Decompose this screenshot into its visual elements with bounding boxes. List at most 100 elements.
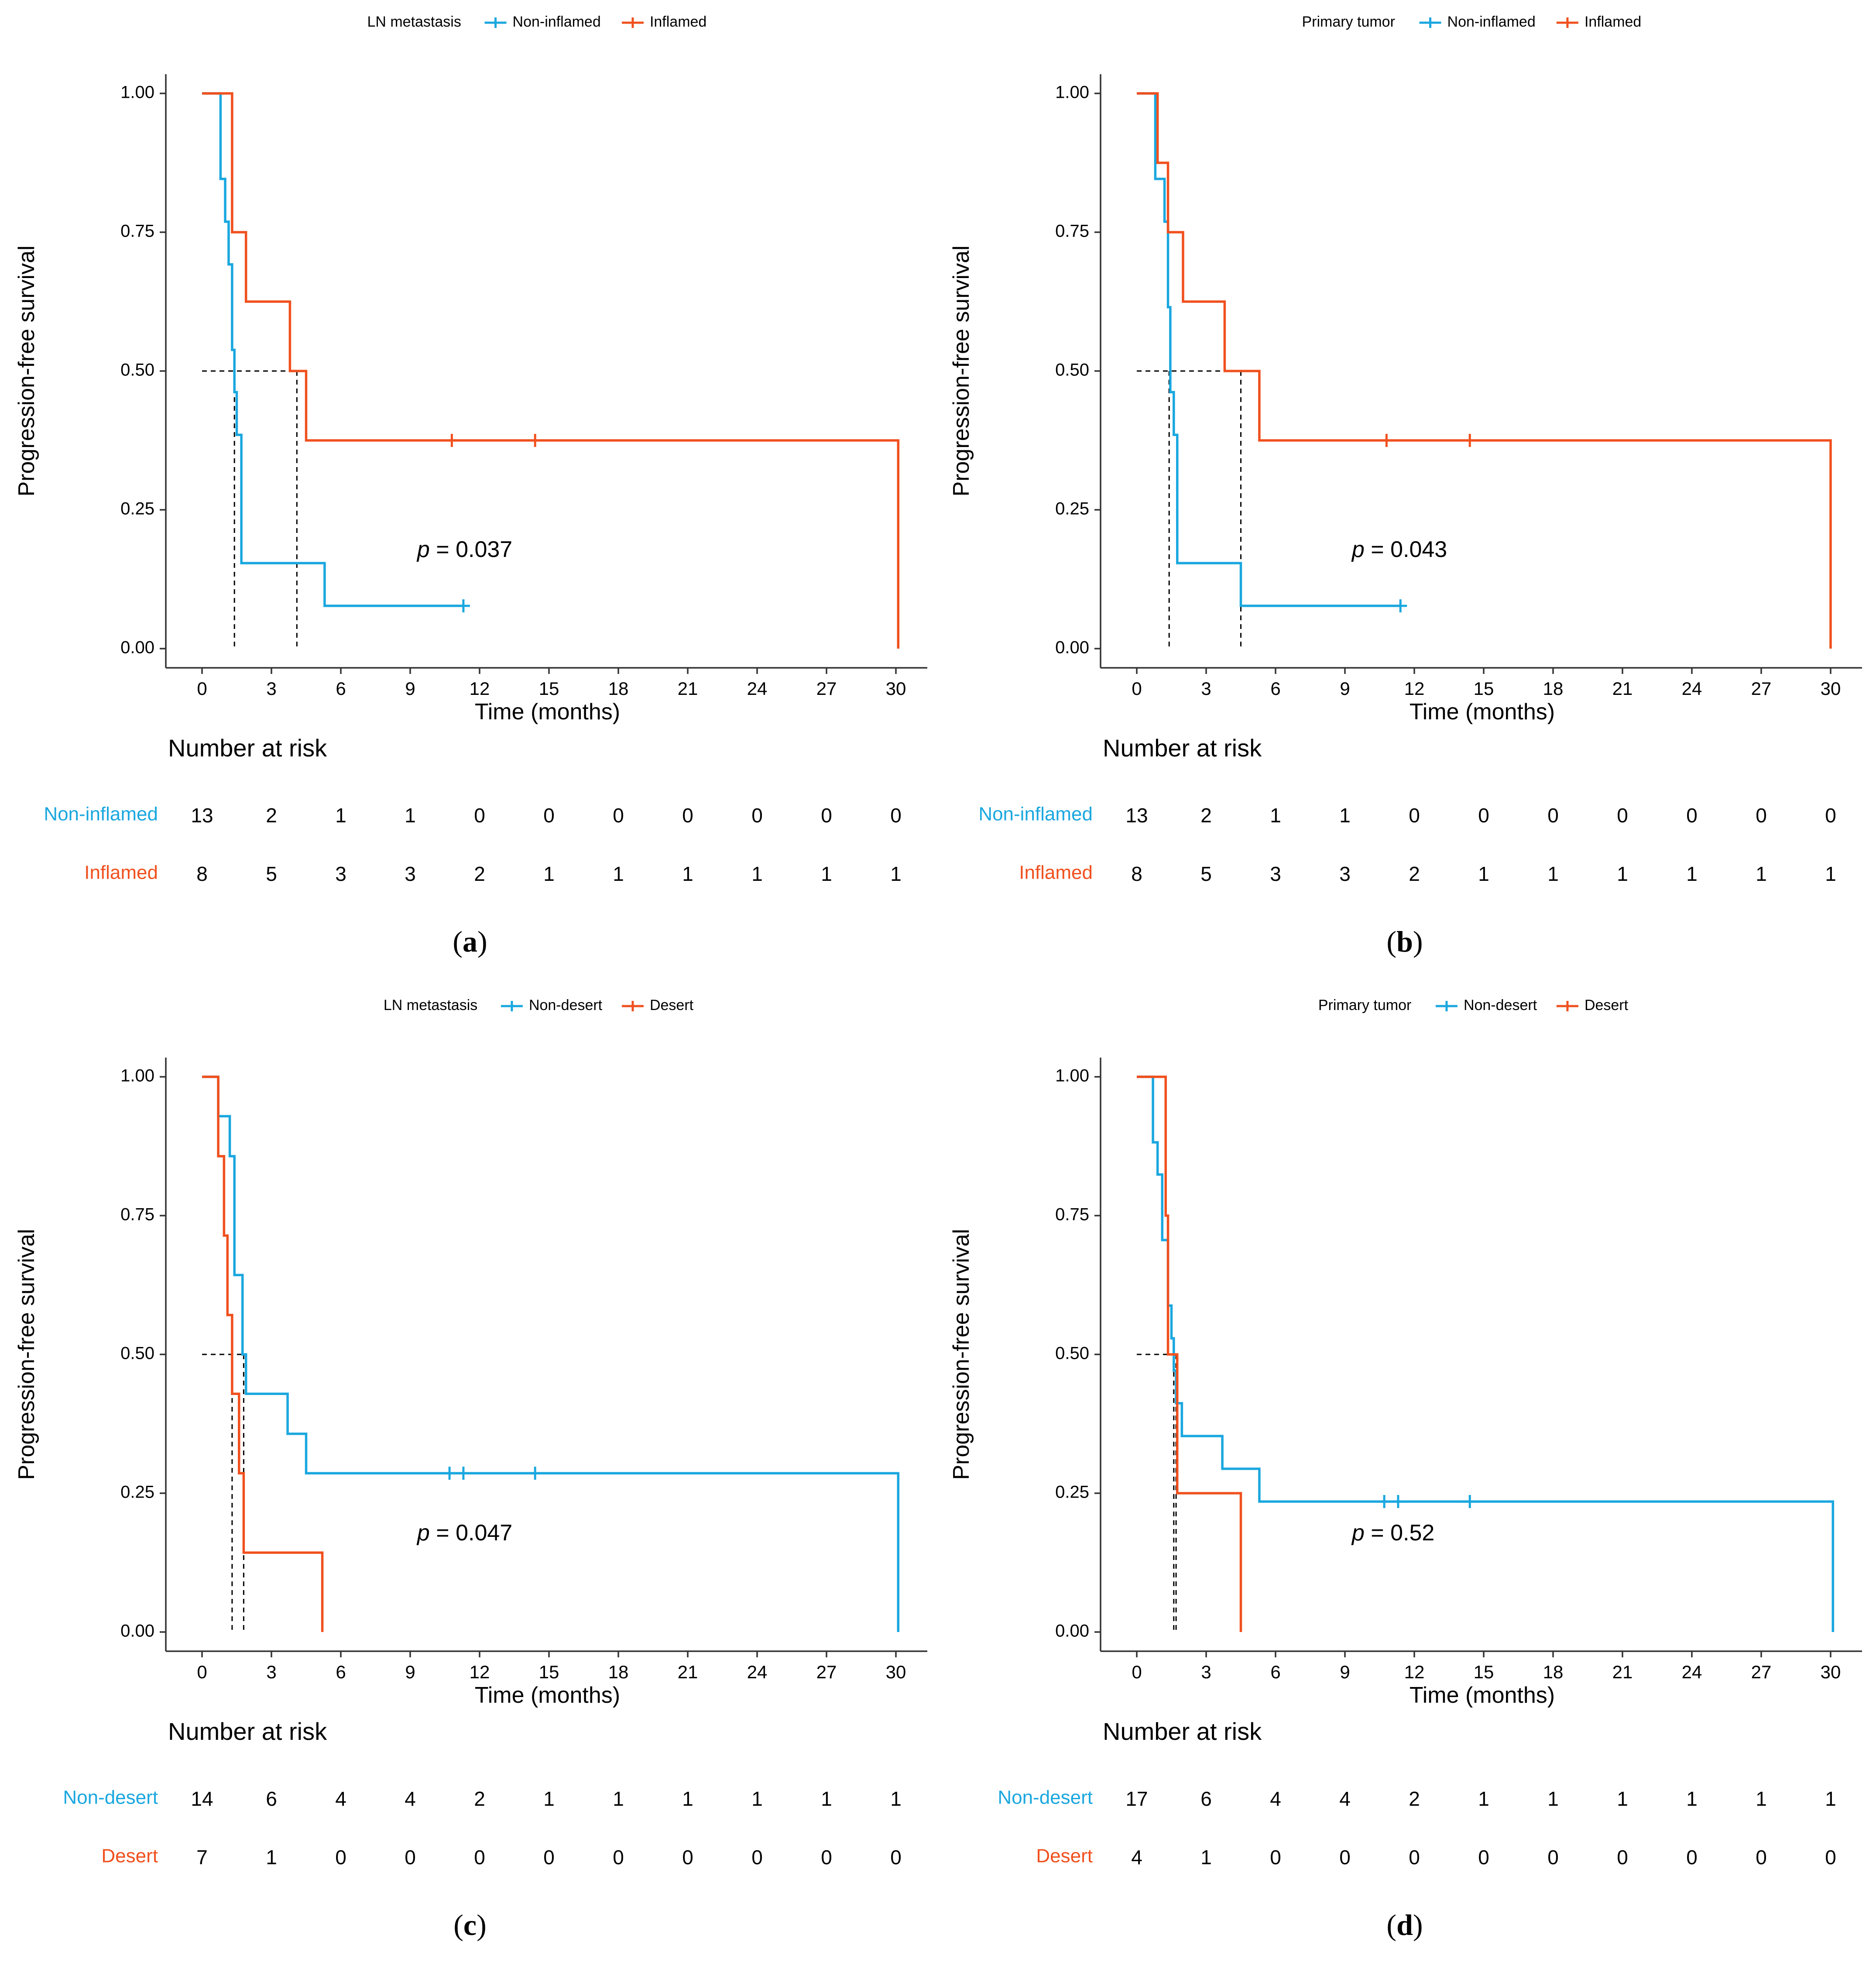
x-tick-label: 3 xyxy=(266,1662,276,1682)
x-tick-label: 27 xyxy=(1751,678,1772,699)
risk-value: 0 xyxy=(474,804,485,827)
risk-value: 1 xyxy=(405,804,416,827)
x-tick-label: 6 xyxy=(336,678,346,699)
panel-b: Primary tumor Non-inflamed Inflamed 0.00 0.2… xyxy=(949,14,1862,958)
risk-value: 0 xyxy=(1617,1846,1628,1869)
risk-value: 1 xyxy=(613,1787,624,1810)
risk-value: 1 xyxy=(543,862,555,885)
p-value: p = 0.043 xyxy=(1351,537,1447,562)
p-value-text: = 0.043 xyxy=(1365,537,1447,562)
risk-value: 0 xyxy=(1339,1846,1351,1869)
risk-value: 3 xyxy=(335,862,346,885)
x-tick-label: 0 xyxy=(197,678,207,699)
risk-value: 0 xyxy=(1478,804,1489,827)
risk-value: 0 xyxy=(474,1846,485,1869)
x-tick-label: 12 xyxy=(470,1662,490,1682)
risk-value: 1 xyxy=(1478,1787,1489,1810)
risk-value: 0 xyxy=(405,1846,416,1869)
x-tick-label: 3 xyxy=(1201,1662,1211,1682)
risk-value: 1 xyxy=(1200,1846,1212,1869)
risk-value: 4 xyxy=(1270,1787,1281,1810)
x-tick-label: 18 xyxy=(1543,678,1564,699)
risk-value: 0 xyxy=(1547,804,1559,827)
caption-close: ) xyxy=(1413,925,1423,958)
risk-value: 0 xyxy=(1270,1846,1281,1869)
caption-close: ) xyxy=(477,925,487,958)
risk-value: 1 xyxy=(1547,862,1559,885)
x-axis-label: Time (months) xyxy=(475,1683,620,1708)
x-tick-label: 27 xyxy=(1751,1662,1772,1682)
risk-table-title: Number at risk xyxy=(1103,1718,1262,1745)
y-tick-label: 0.00 xyxy=(1055,638,1089,657)
risk-value: 6 xyxy=(266,1787,277,1810)
risk-value: 3 xyxy=(1339,862,1351,885)
x-tick-label: 30 xyxy=(886,1662,906,1682)
risk-value: 0 xyxy=(751,804,763,827)
risk-value: 0 xyxy=(1756,804,1767,827)
caption-open: ( xyxy=(453,1908,463,1941)
y-tick-label: 0.50 xyxy=(120,361,154,380)
x-tick-label: 12 xyxy=(1404,678,1425,699)
risk-value: 8 xyxy=(1131,862,1142,885)
x-tick-label: 9 xyxy=(405,1662,415,1682)
x-tick-label: 24 xyxy=(1682,678,1702,699)
y-tick-label: 0.00 xyxy=(120,1622,154,1641)
y-tick-label: 0.25 xyxy=(1055,1483,1089,1502)
x-axis-label: Time (months) xyxy=(1410,1683,1555,1708)
risk-value: 6 xyxy=(1200,1787,1212,1810)
risk-value: 0 xyxy=(682,804,693,827)
risk-value: 0 xyxy=(1478,1846,1489,1869)
risk-value: 0 xyxy=(1686,804,1698,827)
legend-label-1: Inflamed xyxy=(650,14,707,30)
legend: Primary tumor Non-desert Desert xyxy=(1318,997,1629,1014)
risk-value: 4 xyxy=(1131,1846,1142,1869)
risk-value: 0 xyxy=(1409,1846,1420,1869)
caption-letter: d xyxy=(1396,1908,1413,1941)
p-value-symbol: p xyxy=(1351,537,1365,562)
y-tick-label: 0.75 xyxy=(1055,222,1089,241)
y-axis-label: Progression-free survival xyxy=(14,1229,39,1480)
risk-value: 1 xyxy=(1547,1787,1559,1810)
x-tick-label: 3 xyxy=(266,678,276,699)
risk-value: 1 xyxy=(1756,1787,1767,1810)
y-tick-label: 0.25 xyxy=(120,1483,154,1502)
legend: LN metastasis Non-inflamed Inflamed xyxy=(367,14,707,30)
risk-value: 1 xyxy=(1617,862,1628,885)
curve-inflamed xyxy=(202,92,900,649)
legend-label-0: Non-desert xyxy=(1464,997,1537,1014)
risk-value: 5 xyxy=(266,862,277,885)
y-tick-label: 1.00 xyxy=(1055,83,1089,102)
risk-value: 1 xyxy=(543,1787,555,1810)
y-axis-label: Progression-free survival xyxy=(14,245,39,496)
legend-title: Primary tumor xyxy=(1302,14,1395,30)
risk-value: 2 xyxy=(1409,1787,1420,1810)
risk-value: 0 xyxy=(613,804,624,827)
risk-value: 13 xyxy=(1125,804,1148,827)
risk-value: 14 xyxy=(191,1787,213,1810)
risk-value: 1 xyxy=(266,1846,277,1869)
x-tick-label: 12 xyxy=(1404,1662,1425,1682)
risk-value: 1 xyxy=(1270,804,1281,827)
y-tick-label: 0.75 xyxy=(1055,1205,1089,1224)
risk-row-label: Non-desert xyxy=(998,1787,1093,1808)
panel-d: Primary tumor Non-desert Desert 0.00 0.25 0.5… xyxy=(949,997,1862,1941)
x-axis-label: Time (months) xyxy=(1410,699,1555,725)
risk-value: 1 xyxy=(821,862,832,885)
risk-value: 0 xyxy=(751,1846,763,1869)
x-tick-label: 21 xyxy=(678,1662,698,1682)
x-tick-label: 24 xyxy=(1682,1662,1702,1682)
x-tick-label: 21 xyxy=(678,678,698,699)
risk-value: 2 xyxy=(1409,862,1420,885)
x-tick-label: 21 xyxy=(1612,1662,1633,1682)
risk-value: 17 xyxy=(1125,1787,1148,1810)
caption-letter: b xyxy=(1396,925,1413,958)
y-tick-label: 0.50 xyxy=(1055,361,1089,380)
risk-value: 0 xyxy=(1825,804,1836,827)
risk-value: 0 xyxy=(1686,1846,1698,1869)
risk-value: 0 xyxy=(1409,804,1420,827)
legend: Primary tumor Non-inflamed Inflamed xyxy=(1302,14,1641,30)
risk-value: 1 xyxy=(1686,862,1698,885)
y-tick-label: 0.50 xyxy=(120,1344,154,1363)
risk-table-title: Number at risk xyxy=(168,1718,327,1745)
x-tick-label: 18 xyxy=(608,678,629,699)
